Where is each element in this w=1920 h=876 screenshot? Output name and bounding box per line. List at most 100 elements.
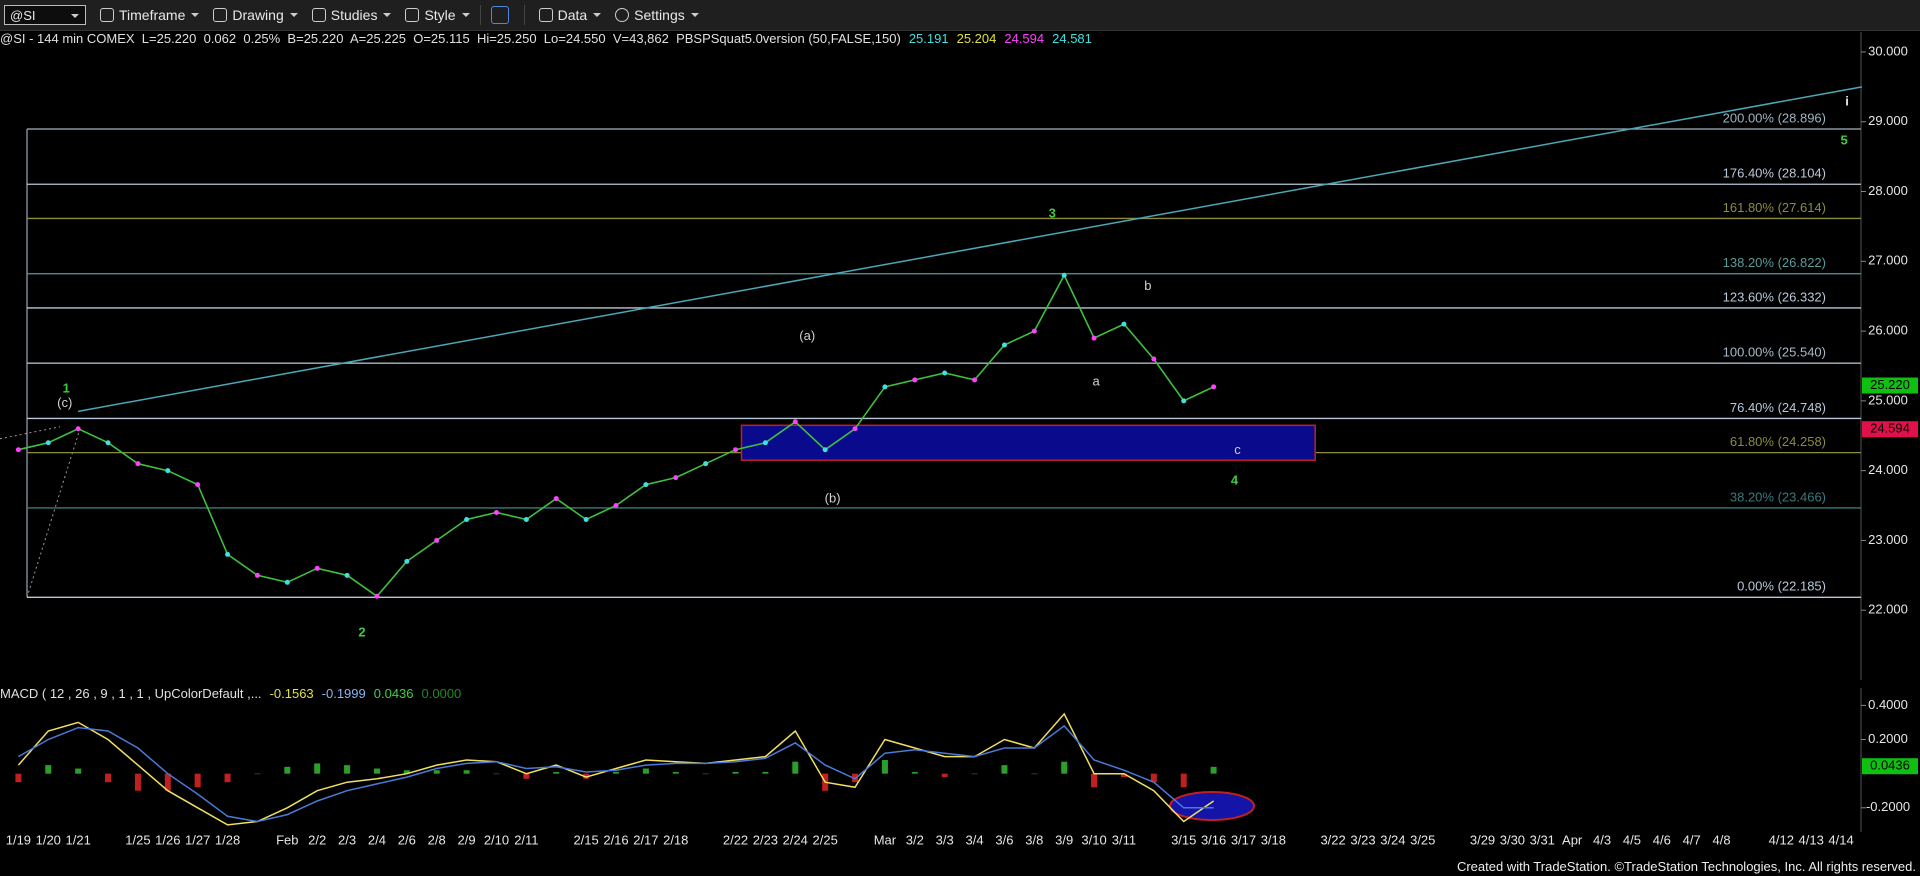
x-tick-label: 3/24 [1380,832,1405,847]
menu-label: Timeframe [119,7,186,23]
menu[interactable]: Drawing [213,7,299,23]
histogram-bar [254,773,261,775]
highlight-ellipse [1169,791,1255,821]
menu[interactable]: Timeframe [100,7,200,23]
x-tick-label: 1/27 [185,832,210,847]
symbol-box[interactable]: @SI [4,5,86,25]
menu-label: Drawing [232,7,284,23]
histogram-bar [1180,773,1187,788]
y-tick-label: 28.000 [1868,183,1908,198]
x-tick-label: Apr [1562,832,1583,847]
menu-label: Data [557,7,588,23]
histogram-bar [15,773,22,783]
y-tick-label: 22.000 [1868,602,1908,617]
icon[interactable] [490,6,509,24]
x-tick-label: 1/19 [6,832,31,847]
price-point [852,426,858,432]
x-tick-label: 2/11 [514,832,538,847]
macd-title: MACD ( 12 , 26 , 9 , 1 , 1 , UpColorDefa… [0,686,262,701]
menu-label: Style [424,7,456,23]
price-point [733,447,739,453]
price-point [972,377,978,383]
histogram-bar [583,773,590,779]
histogram-bar [1001,765,1008,774]
x-tick-label: 2/10 [484,832,509,847]
x-tick-label: 4/14 [1828,832,1853,847]
wave-label: (c) [57,395,72,410]
wave-label: 4 [1231,473,1239,488]
value-tag [1862,758,1918,775]
wave-label: i [1845,94,1849,109]
histogram-bar [493,773,500,775]
x-tick-label: 1/25 [125,832,150,847]
macd-readout: -0.1999 [321,686,366,701]
histogram-bar [911,771,918,774]
price-point [613,503,619,509]
fib-label: 200.00% (28.896) [1723,110,1826,125]
price-point [703,461,709,467]
histogram-bar [75,768,82,774]
macd-line [18,724,1214,823]
x-tick-label: 3/8 [1025,832,1043,847]
x-tick-label: 3/2 [906,832,924,847]
price-point [1061,272,1067,278]
price-point [643,482,649,488]
histogram-bar [523,773,530,779]
wave-label: 5 [1840,133,1847,148]
x-tick-label: 4/6 [1653,832,1671,847]
price-tag-label: 25.220 [1870,377,1910,392]
icon [213,8,228,22]
separator [479,5,481,25]
price-point [493,510,499,516]
price-point [165,468,171,474]
menu[interactable]: Settings [615,7,699,23]
menu[interactable]: Data [538,7,602,23]
x-tick-label: 2/18 [663,832,688,847]
price-point [314,565,320,571]
menu[interactable]: Style [405,7,470,23]
x-tick-label: 3/23 [1350,832,1375,847]
value-tag-label: 0.0436 [1870,758,1910,773]
macd-line [17,712,1215,826]
x-tick-label: 2/6 [398,832,416,847]
x-tick-label: 3/10 [1081,832,1106,847]
x-tick-label: 3/25 [1410,832,1435,847]
toolbar: @SI Timeframe Drawing Studies Style Data… [0,0,1920,31]
x-tick-label: 3/18 [1261,832,1286,847]
price-point [45,440,51,446]
price-point [1181,398,1187,404]
icon [311,8,326,22]
x-tick-label: 3/15 [1171,832,1196,847]
icon [405,8,420,22]
dotted-line [0,426,61,440]
price-point [762,440,768,446]
x-tick-label: 3/31 [1530,832,1555,847]
macd-readout: 0.0436 [373,686,414,701]
price-title: @SI - 144 min COMEX L=25.220 0.062 0.25%… [0,31,901,46]
price-point [1031,328,1037,334]
x-tick-label: 2/25 [813,832,838,847]
fib-label: 123.60% (26.332) [1723,289,1826,304]
x-tick-label: 2/9 [458,832,476,847]
y-tick-label: 27.000 [1868,253,1908,268]
zone [740,424,1316,461]
fib-label: 138.20% (26.822) [1723,255,1826,270]
y-tick-label: 23.000 [1868,532,1908,547]
histogram-bar [553,771,560,774]
x-tick-label: 3/3 [936,832,954,847]
x-tick-label: 4/12 [1769,832,1794,847]
x-tick-label: 3/4 [966,832,984,847]
menu[interactable]: Studies [311,7,392,23]
price-point [673,475,679,481]
wave-label: 1 [63,380,70,395]
histogram-bar [1120,773,1127,778]
price-tag [1862,377,1918,394]
indicator-value: 25.204 [956,31,997,46]
price-point [404,558,410,564]
histogram-bar [373,768,380,774]
price-point [75,426,81,432]
price-point [1121,321,1127,327]
histogram-bar [433,770,440,774]
x-tick-label: 3/9 [1055,832,1073,847]
